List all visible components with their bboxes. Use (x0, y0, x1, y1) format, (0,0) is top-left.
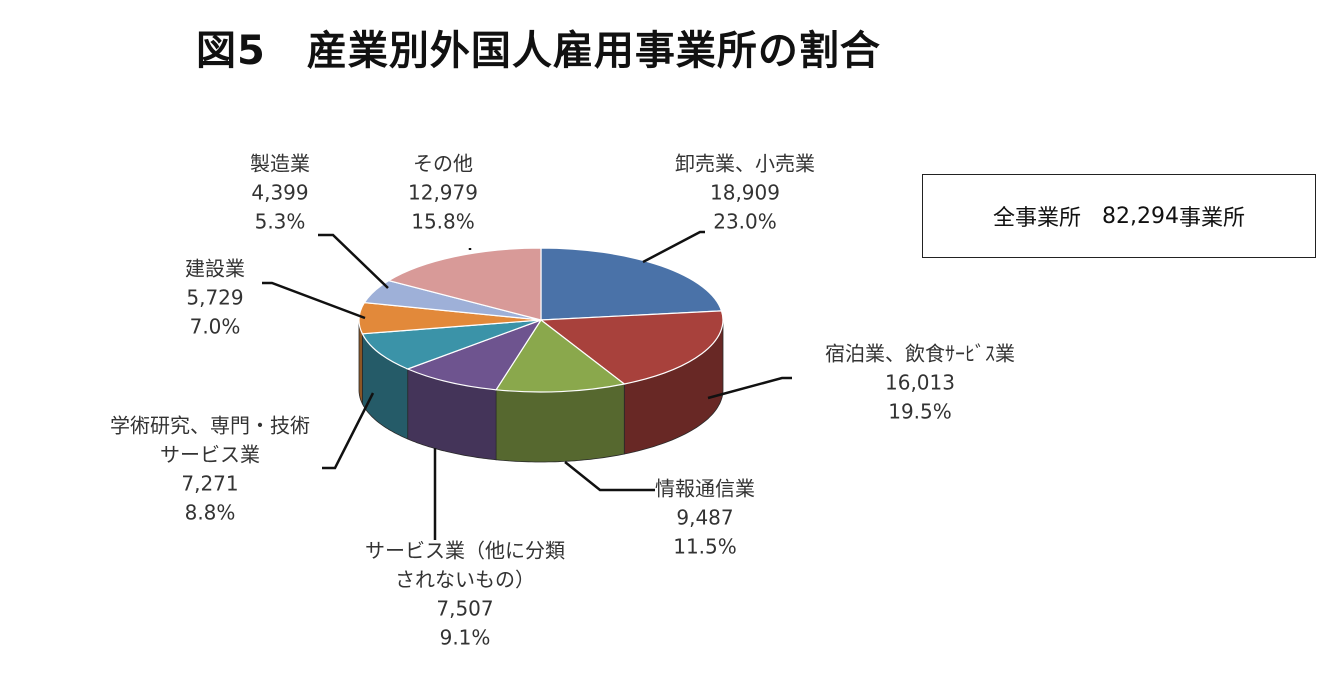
pie-slice-0 (540, 247, 723, 321)
slice-pct-5: 7.0% (190, 315, 241, 339)
slice-label-0: 卸売業、小売業 (675, 152, 815, 176)
pie-slice-7 (387, 247, 542, 321)
slice-value-6: 4,399 (251, 181, 308, 205)
slice-pct-3: 9.1% (440, 626, 491, 650)
slice-label-6: 製造業 (250, 152, 310, 176)
leader-line-0 (642, 230, 705, 264)
slice-label-2: 情報通信業 (655, 477, 755, 501)
leader-line-5 (262, 281, 366, 320)
slice-value-3: 7,507 (436, 597, 493, 621)
slice-pct-2: 11.5% (673, 535, 737, 559)
pie-slice-1 (539, 310, 724, 385)
leader-line-4 (322, 392, 375, 470)
total-value: 82,294 (1102, 203, 1179, 229)
total-establishments-box: 全事業所 82,294 事業所 (922, 174, 1316, 258)
leader-line-1 (707, 376, 792, 400)
slice-label-5: 建設業 (185, 257, 245, 281)
slice-value-1: 16,013 (885, 371, 955, 395)
pie-top (358, 247, 724, 393)
slice-pct-1: 19.5% (888, 400, 952, 424)
slice-label-4: サービス業 (160, 443, 260, 467)
slice-label-4: 学術研究、専門・技術 (110, 414, 310, 438)
slice-value-0: 18,909 (710, 181, 780, 205)
slice-pct-7: 15.8% (411, 210, 475, 234)
pie-side-2 (495, 383, 625, 463)
leader-line-6 (318, 233, 389, 289)
pie-slice-2 (495, 319, 626, 393)
pie-labels: 卸売業、小売業 18,909 23.0% 宿泊業、飲食ｻｰﾋﾞｽ業 16,013 19.5… (110, 152, 1015, 650)
pie-side-walls (358, 319, 724, 463)
slice-value-2: 9,487 (676, 506, 733, 530)
chart-title: 図5 産業別外国人雇用事業所の割合 (196, 28, 881, 74)
pie-slice-4 (361, 319, 542, 370)
slice-value-4: 7,271 (181, 472, 238, 496)
total-unit: 事業所 (1178, 206, 1245, 231)
leader-line-2 (564, 461, 655, 492)
total-label: 全事業所 (993, 206, 1082, 231)
slice-label-7: その他 (413, 152, 473, 176)
slice-pct-0: 23.0% (713, 210, 777, 234)
slice-value-7: 12,979 (408, 181, 478, 205)
slice-value-5: 5,729 (186, 286, 243, 310)
slice-label-1: 宿泊業、飲食ｻｰﾋﾞｽ業 (825, 342, 1015, 366)
pie-slice-3 (406, 318, 543, 391)
slice-pct-6: 5.3% (255, 210, 306, 234)
slice-label-3: サービス業（他に分類 (365, 539, 565, 563)
slice-label-3: されないもの） (395, 568, 535, 592)
slice-pct-4: 8.8% (185, 501, 236, 525)
